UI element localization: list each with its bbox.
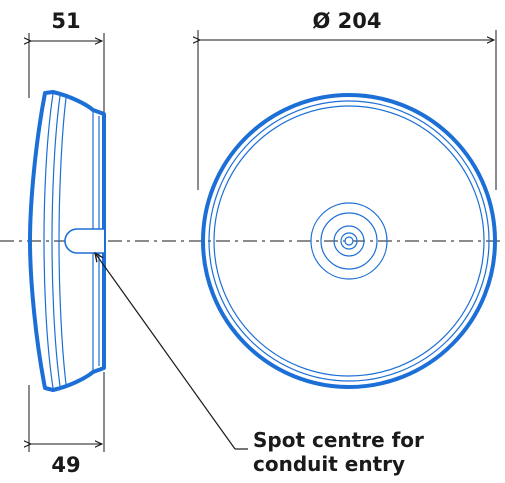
- front-view: Ø 204: [198, 9, 497, 389]
- dimension-depth-top: 51: [51, 9, 80, 33]
- side-inner-contour-2: [51, 95, 61, 387]
- centre-boss-ring-inner: [333, 225, 365, 257]
- centre-hole-inner: [344, 236, 354, 246]
- front-rim-ring-2: [213, 105, 485, 377]
- side-view: 51 49: [28, 9, 106, 477]
- dimension-depth-bottom: 49: [51, 453, 80, 477]
- centre-hole-outer: [340, 232, 358, 250]
- conduit-entry-slot: [64, 228, 104, 254]
- front-rim-ring-1: [208, 100, 490, 382]
- side-body-outline: [28, 90, 106, 392]
- centre-boss-ring-middle: [320, 212, 378, 270]
- dimension-diameter: Ø 204: [313, 9, 382, 33]
- centre-boss-ring-outer: [310, 202, 388, 280]
- front-outer-rim: [201, 93, 497, 389]
- conduit-callout: Spot centre for conduit entry: [95, 253, 424, 476]
- callout-line-2: conduit entry: [253, 452, 405, 476]
- callout-line-1: Spot centre for: [253, 428, 424, 452]
- side-inner-contour-1: [43, 93, 54, 389]
- leader-line: [95, 253, 236, 450]
- side-inner-contour-3: [58, 97, 67, 385]
